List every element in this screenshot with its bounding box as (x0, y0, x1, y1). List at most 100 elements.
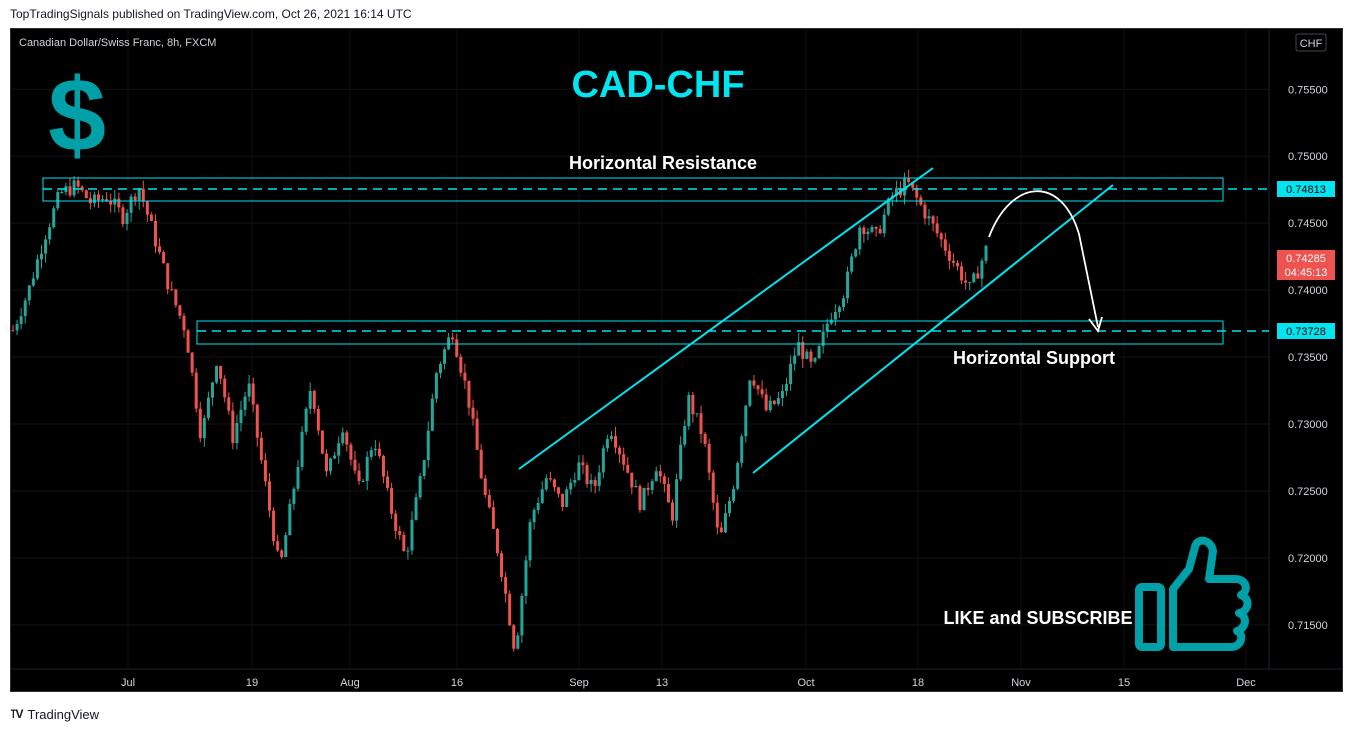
candle-body (850, 256, 854, 272)
price-chart[interactable]: Canadian Dollar/Swiss Franc, 8h, FXCM $ … (11, 29, 1342, 691)
candle-body (353, 459, 357, 471)
candle-body (166, 263, 170, 290)
candle-body (39, 253, 43, 260)
candle-body (27, 285, 31, 301)
time-axis[interactable]: Jul 19 Aug 16 Sep 13 Oct 18 Nov 15 Dec (121, 677, 1256, 689)
candle-body (11, 330, 15, 332)
candle-body (557, 487, 561, 494)
candle-body (785, 384, 789, 391)
candle-body (589, 480, 593, 484)
candle-body (292, 488, 296, 504)
candle-body (793, 355, 797, 364)
candle-body (504, 577, 508, 594)
candle-body (821, 331, 825, 347)
candle-body (337, 443, 341, 456)
candle-body (561, 493, 565, 507)
candle-body (170, 289, 174, 291)
candle-body (300, 431, 304, 467)
candle-body (48, 227, 52, 240)
candle-body (390, 487, 394, 514)
candle-body (695, 413, 699, 415)
chart-title: CAD-CHF (571, 64, 744, 106)
candle-body (235, 423, 239, 444)
channel-upper-line[interactable] (518, 167, 934, 470)
price-tick-label: 0.73000 (1288, 419, 1328, 431)
candle-body (76, 180, 80, 187)
support-zone[interactable] (196, 320, 1224, 345)
price-tick-label: 0.72500 (1288, 486, 1328, 498)
candle-body (284, 535, 288, 558)
candle-body (223, 378, 227, 398)
candles (11, 169, 988, 652)
candle-body (101, 199, 105, 201)
candle-body (671, 502, 675, 521)
candle-body (703, 433, 707, 444)
candle-body (312, 391, 316, 409)
candle-body (394, 513, 398, 531)
candle-body (247, 383, 251, 397)
candle-body (500, 553, 504, 578)
currency-badge-text: CHF (1300, 38, 1323, 50)
candle-body (516, 635, 520, 649)
currency-badge[interactable] (1295, 33, 1327, 52)
candle-body (23, 300, 27, 317)
time-tick-label: Dec (1236, 677, 1256, 689)
candle-body (658, 471, 662, 477)
candle-body (634, 485, 638, 488)
countdown: 04:45:13 (1285, 267, 1328, 279)
time-tick-label: Sep (569, 677, 589, 689)
candle-body (573, 479, 577, 483)
channel-lower-line[interactable] (752, 184, 1114, 474)
candle-body (605, 438, 609, 449)
candle-body (886, 198, 890, 215)
candle-body (129, 196, 133, 213)
candle-body (475, 418, 479, 450)
candle-body (426, 430, 430, 461)
dollar-icon: $ (48, 58, 106, 174)
candle-body (304, 408, 308, 432)
candle-body (593, 480, 597, 486)
candle-body (451, 337, 455, 340)
candle-body (349, 444, 353, 460)
publish-line: TopTradingSignals published on TradingVi… (10, 7, 412, 21)
candle-body (642, 487, 646, 511)
candle-body (817, 346, 821, 359)
candle-body (711, 472, 715, 503)
candle-body (736, 462, 740, 489)
candle-body (935, 223, 939, 234)
candle-body (548, 478, 552, 480)
candle-body (430, 398, 434, 431)
candle-body (951, 260, 955, 263)
candle-body (357, 470, 361, 482)
price-tick-label: 0.74500 (1288, 218, 1328, 230)
candle-body (365, 456, 369, 481)
candle-body (903, 178, 907, 196)
candle-body (105, 199, 109, 201)
price-tick-label: 0.72000 (1288, 553, 1328, 565)
candle-body (149, 214, 153, 222)
candle-body (679, 444, 683, 480)
candle-body (862, 227, 866, 235)
candle-body (109, 200, 113, 205)
candle-body (381, 455, 385, 477)
candle-body (406, 550, 410, 552)
time-tick-label: 13 (656, 677, 668, 689)
candle-body (443, 349, 447, 364)
candle-body (532, 510, 536, 523)
candle-body (463, 372, 467, 381)
tradingview-footer[interactable]: ⊺V TradingView (10, 704, 99, 724)
candle-body (471, 407, 475, 419)
price-axis[interactable]: 0.75500 0.75000 0.74500 0.74000 0.73500 0.730… (1288, 84, 1328, 632)
candle-body (145, 201, 149, 215)
candle-body (117, 198, 121, 208)
candle-body (190, 352, 194, 373)
candle-body (842, 298, 846, 308)
candle-body (215, 366, 219, 383)
candle-body (780, 390, 784, 399)
candle-body (646, 487, 650, 490)
candle-body (666, 484, 670, 503)
candle-body (662, 476, 666, 485)
chart-frame[interactable]: Canadian Dollar/Swiss Franc, 8h, FXCM $ … (10, 28, 1343, 692)
candle-body (231, 410, 235, 444)
candle-body (683, 426, 687, 445)
